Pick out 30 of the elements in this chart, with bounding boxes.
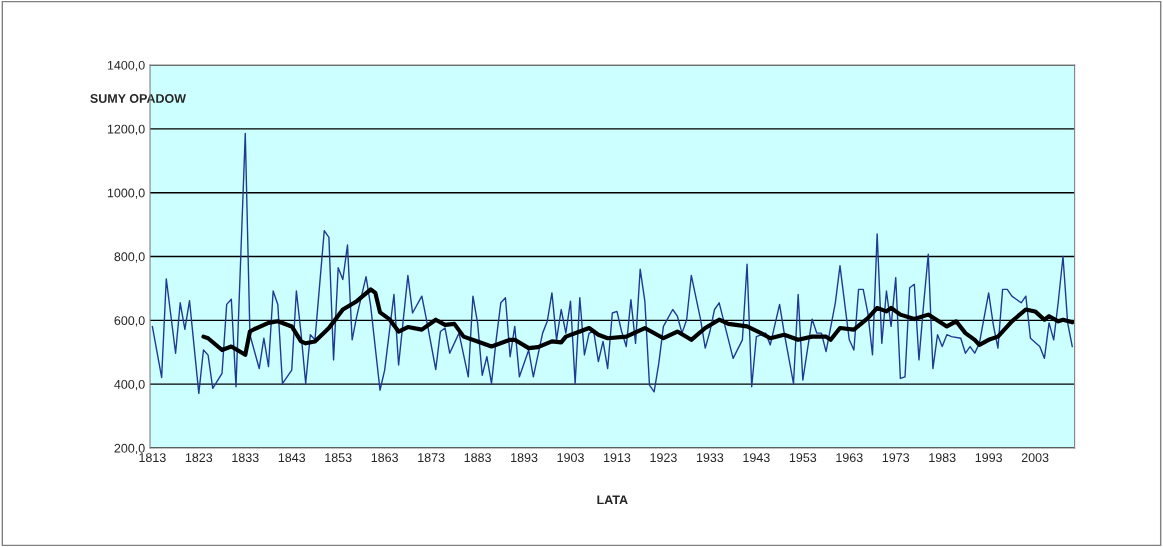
x-tick-label: 1993 bbox=[975, 453, 1003, 463]
y-tick-label: 600,0 bbox=[114, 316, 145, 327]
x-tick-label: 2003 bbox=[1021, 453, 1049, 463]
x-tick-label: 1813 bbox=[139, 453, 166, 463]
x-tick-label: 1973 bbox=[882, 453, 910, 463]
y-tick-label: 1400,0 bbox=[107, 60, 145, 72]
x-tick-label: 1863 bbox=[371, 453, 399, 463]
x-tick-label: 1913 bbox=[604, 453, 631, 463]
x-tick-label: 1823 bbox=[185, 453, 213, 463]
y-axis-title: SUMY OPADOW bbox=[90, 94, 186, 103]
x-tick-label: 1953 bbox=[789, 453, 817, 463]
x-tick-label: 1923 bbox=[650, 453, 677, 463]
line-series bbox=[151, 132, 1073, 395]
x-tick-label: 1963 bbox=[836, 453, 863, 463]
x-tick-label: 1943 bbox=[743, 453, 770, 463]
y-tick-label: 1000,0 bbox=[107, 188, 145, 199]
x-tick-label: 1903 bbox=[557, 453, 584, 463]
x-tick-label: 1893 bbox=[511, 453, 538, 463]
x-axis-title: LATA bbox=[597, 495, 628, 505]
x-tick-label: 1883 bbox=[464, 453, 491, 463]
x-tick-label: 1843 bbox=[278, 453, 306, 463]
y-tick-label: 1200,0 bbox=[107, 124, 145, 136]
x-tick-label: 1933 bbox=[696, 453, 724, 463]
x-tick-label: 1833 bbox=[232, 453, 259, 463]
y-tick-label: 800,0 bbox=[114, 252, 145, 263]
x-tick-label: 1853 bbox=[325, 453, 352, 463]
y-tick-label: 200,0 bbox=[114, 443, 145, 455]
x-tick-label: 1873 bbox=[418, 453, 445, 463]
y-tick-label: 400,0 bbox=[114, 379, 145, 391]
x-tick-label: 1983 bbox=[929, 453, 956, 463]
